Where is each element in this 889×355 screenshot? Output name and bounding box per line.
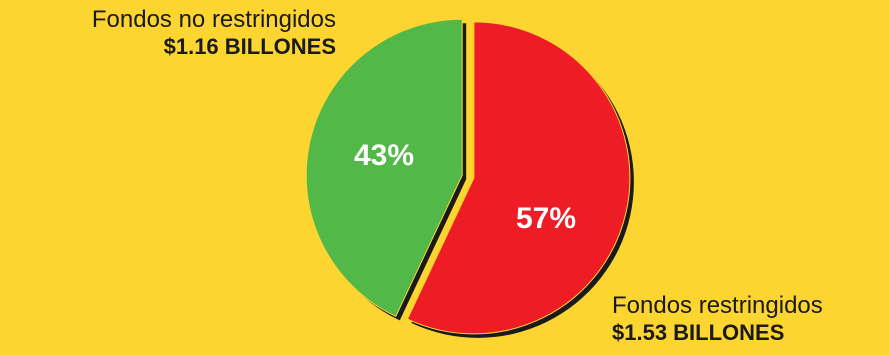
pie-slices: [305, 18, 631, 335]
slice-amount-restricted: $1.53 BILLONES: [612, 319, 785, 345]
legend-label-unrestricted: Fondos no restringidos $1.16 BILLONES: [36, 6, 336, 59]
legend-label-restricted: Fondos restringidos $1.53 BILLONES: [612, 292, 882, 345]
slice-value-label-unrestricted: 43%: [354, 139, 414, 172]
pie-value-labels: 57% 43%: [354, 139, 576, 235]
slice-amount-unrestricted: $1.16 BILLONES: [163, 33, 336, 59]
slice-name-restricted: Fondos restringidos: [612, 292, 823, 319]
pie-slice-unrestricted: [305, 18, 463, 318]
pie-slice-restricted: [406, 21, 631, 335]
slice-name-unrestricted: Fondos no restringidos: [91, 6, 336, 33]
slice-value-label-restricted: 57%: [516, 202, 576, 235]
